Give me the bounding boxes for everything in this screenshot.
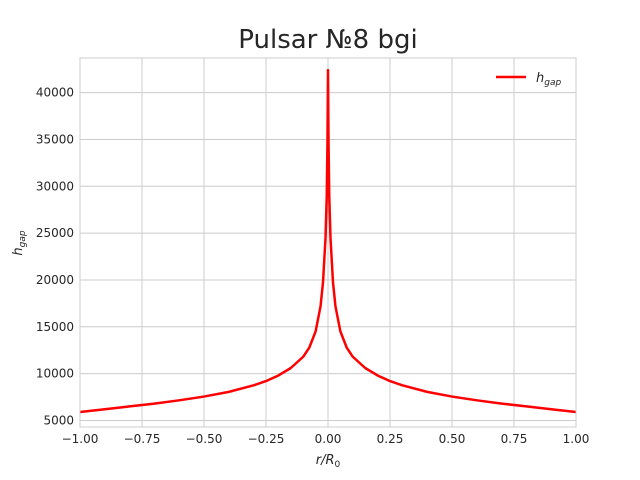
legend-label-base: h <box>536 71 544 86</box>
y-tick-label: 30000 <box>36 179 74 193</box>
x-tick-label: −1.00 <box>62 432 99 446</box>
y-tick-label: 5000 <box>43 413 74 427</box>
series-line <box>79 68 577 414</box>
x-tick-label: 0.75 <box>501 432 528 446</box>
legend-label-subscript: gap <box>544 78 561 88</box>
x-tick-labels: −1.00 −0.75 −0.50 −0.25 0.00 0.25 0.50 0.75 1.00 <box>62 432 590 446</box>
y-tick-label: 15000 <box>36 320 74 334</box>
x-tick-label: −0.50 <box>186 432 223 446</box>
series-layer <box>79 68 577 414</box>
x-axis-label: r/R0 <box>316 453 341 470</box>
y-tick-label: 10000 <box>36 367 74 381</box>
x-tick-label: 0.25 <box>377 432 404 446</box>
x-axis-label-base: r/R <box>316 453 335 468</box>
y-axis-label-subscript: gap <box>18 230 28 247</box>
y-tick-label: 40000 <box>36 86 74 100</box>
x-axis-label-subscript: 0 <box>335 460 341 470</box>
y-axis-label-base: h <box>11 247 26 255</box>
y-tick-label: 35000 <box>36 132 74 146</box>
y-tick-label: 20000 <box>36 273 74 287</box>
y-tick-labels: 5000 10000 15000 20000 25000 30000 35000 40000 <box>36 86 74 428</box>
x-tick-label: 0.50 <box>439 432 466 446</box>
x-tick-label: −0.25 <box>248 432 285 446</box>
chart-title: Pulsar №8 bgi <box>238 25 417 55</box>
legend: hgap <box>496 71 561 88</box>
y-axis-label: hgap <box>11 230 28 255</box>
y-tick-label: 25000 <box>36 226 74 240</box>
x-tick-label: 1.00 <box>563 432 590 446</box>
legend-label: hgap <box>536 71 561 88</box>
x-tick-label: −0.75 <box>124 432 161 446</box>
plot-frame <box>79 57 577 428</box>
x-tick-label: 0.00 <box>315 432 342 446</box>
